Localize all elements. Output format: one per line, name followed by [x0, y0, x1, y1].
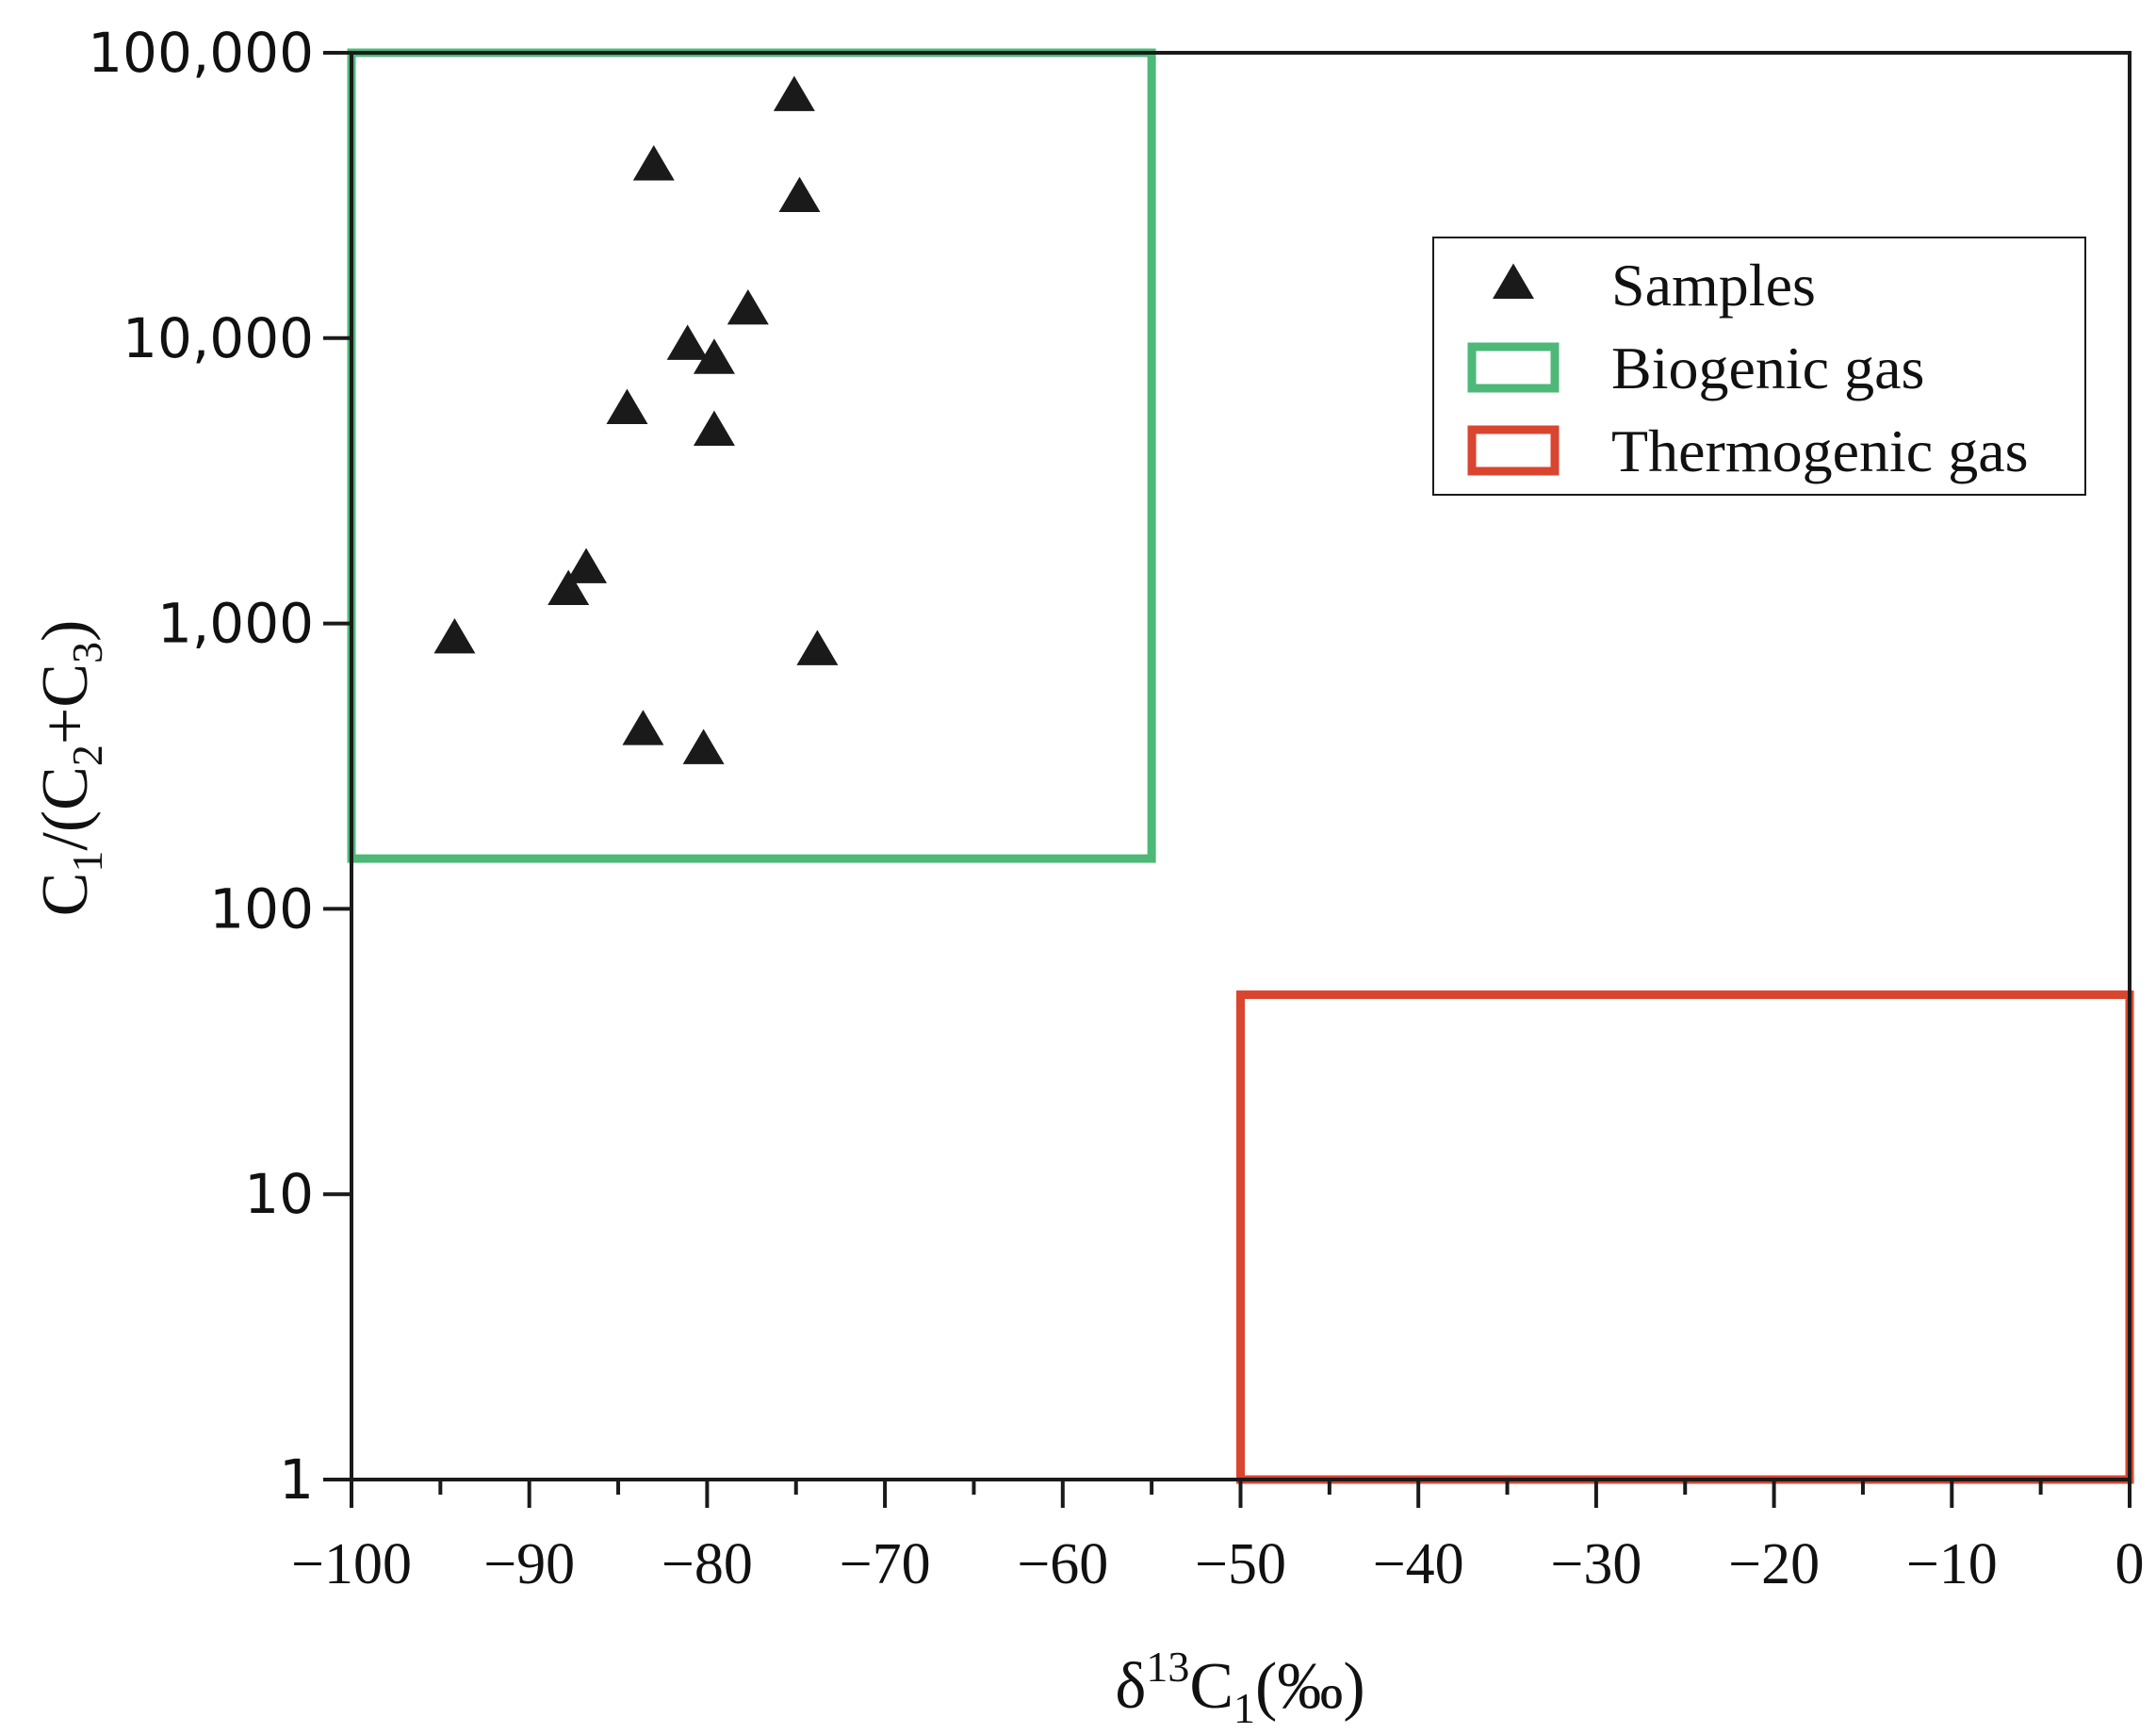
- legend-label: Biogenic gas: [1611, 335, 1924, 401]
- y-tick-label: 1,000: [157, 592, 314, 656]
- y-tick-label: 100: [209, 876, 314, 941]
- legend-rect-icon: [1467, 425, 1560, 476]
- legend-triangle-icon: [1493, 263, 1534, 299]
- y-tick-label: 1: [279, 1448, 314, 1512]
- sample-point: [682, 728, 725, 764]
- sample-point: [796, 630, 839, 665]
- legend-rect-icon: [1467, 342, 1560, 393]
- legend-label: Thermogenic gas: [1611, 417, 2029, 484]
- x-tick-label: −90: [483, 1532, 575, 1596]
- legend: Samples Biogenic gas Thermogenic gas: [1432, 237, 2086, 496]
- sample-point: [632, 145, 675, 181]
- sample-point: [773, 75, 815, 111]
- axis-titles: δ13C1(‰) C1/(C2+C3): [29, 620, 1365, 1732]
- y-tick-label: 100,000: [88, 21, 314, 85]
- x-axis-title: δ13C1(‰): [1115, 1643, 1364, 1732]
- x-tick-label: −80: [662, 1532, 753, 1596]
- x-tick-label: −30: [1550, 1532, 1642, 1596]
- x-tick-label: −60: [1017, 1532, 1108, 1596]
- y-tick-label: 10: [244, 1162, 314, 1226]
- sample-point: [606, 388, 648, 425]
- y-tick-label: 10,000: [122, 306, 314, 370]
- ticks-layer: −100 −90 −80 −70 −60 −50 −40 −30 −20 −10 01101001,…: [88, 21, 2144, 1596]
- region-biogenic-gas: [347, 48, 1156, 863]
- sample-point: [778, 176, 821, 212]
- x-tick-label: −70: [840, 1532, 931, 1596]
- sample-point: [433, 617, 476, 654]
- x-tick-label: −40: [1373, 1532, 1464, 1596]
- sample-point: [693, 410, 735, 447]
- sample-point: [693, 338, 735, 374]
- x-tick-label: −10: [1906, 1532, 1998, 1596]
- region-thermogenic-gas: [1236, 990, 2134, 1484]
- sample-point: [727, 289, 769, 325]
- sample-point: [547, 569, 590, 606]
- legend-box: [1432, 237, 2086, 496]
- sample-point: [565, 548, 608, 583]
- y-axis-title: C1/(C2+C3): [29, 620, 111, 917]
- x-tick-label: −50: [1195, 1532, 1286, 1596]
- sample-point: [666, 324, 709, 360]
- x-tick-label: −20: [1728, 1532, 1820, 1596]
- points-layer: [433, 75, 839, 764]
- x-tick-label: 0: [2115, 1532, 2145, 1596]
- sample-point: [622, 710, 664, 745]
- x-tick-label: −100: [291, 1532, 412, 1596]
- legend-label: Samples: [1611, 252, 1816, 319]
